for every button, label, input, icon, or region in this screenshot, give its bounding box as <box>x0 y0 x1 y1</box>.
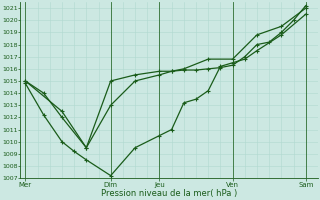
X-axis label: Pression niveau de la mer( hPa ): Pression niveau de la mer( hPa ) <box>101 189 237 198</box>
